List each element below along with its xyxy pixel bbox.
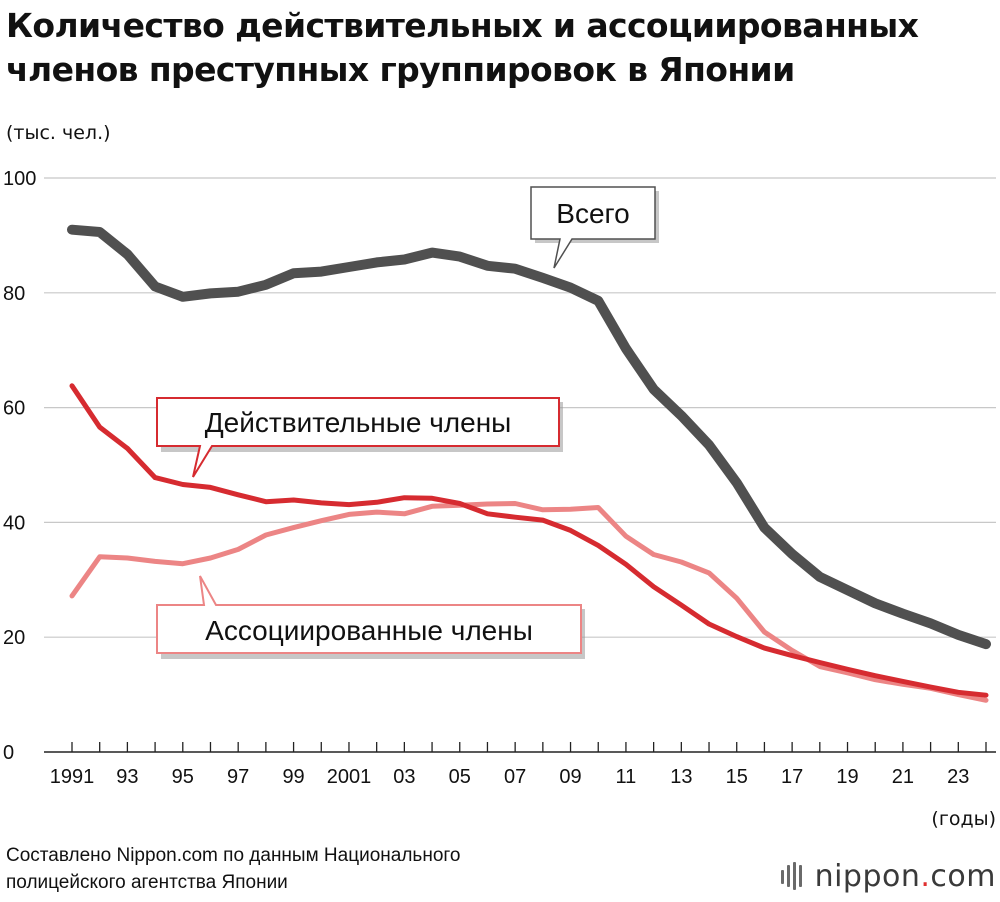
series-lines: [67, 224, 991, 703]
chart-title: Количество действительных и ассоциирован…: [6, 4, 996, 92]
x-tick-label: 93: [116, 766, 138, 788]
x-tick-label: 11: [616, 766, 637, 788]
series-line-total: [67, 224, 991, 650]
y-tick-label: 100: [3, 168, 36, 190]
x-axis-label: (годы): [931, 808, 996, 830]
logo-dot: .: [920, 858, 931, 894]
callout-associate: Ассоциированные члены: [156, 575, 585, 659]
x-tick-label: 17: [781, 766, 803, 788]
x-tick-label: 95: [172, 766, 194, 788]
grid-lines: [44, 177, 996, 753]
y-axis-label: (тыс. чел.): [6, 122, 111, 144]
x-tick-label: 23: [947, 766, 969, 788]
chart-title-line-2: членов преступных группировок в Японии: [6, 50, 795, 89]
nippon-logo-mark-icon: [779, 862, 807, 890]
x-tick-label: 99: [282, 766, 304, 788]
x-tick-label: 15: [726, 766, 748, 788]
x-tick-label: 97: [227, 766, 249, 788]
x-tick-label: 05: [449, 766, 471, 788]
callout-total: Всего: [530, 186, 659, 269]
callout-regular-box: [156, 397, 560, 478]
nippon-logo: nippon. com: [779, 856, 996, 896]
callout-associate-label: Ассоциированные члены: [205, 615, 533, 646]
x-tick-label: 09: [559, 766, 581, 788]
x-tick-label: 21: [892, 766, 914, 788]
callout-regular: Действительные члены: [156, 397, 563, 478]
x-tick-label: 2001: [327, 766, 372, 788]
callout-regular-label: Действительные члены: [205, 407, 512, 438]
source-line-1: Составлено Nippon.com по данным Национал…: [6, 845, 461, 866]
x-tick-label: 07: [504, 766, 526, 788]
logo-word: nippon: [814, 858, 921, 894]
y-tick-label: 20: [3, 627, 25, 649]
y-tick-label: 80: [3, 283, 25, 305]
callout-total-box: [530, 186, 656, 269]
series-line-associate: [69, 501, 989, 703]
y-tick-labels: 0 20 40 60 80 100: [3, 168, 36, 764]
x-tick-label: 19: [836, 766, 858, 788]
y-tick-label: 40: [3, 512, 25, 534]
series-line-regular: [69, 383, 989, 698]
x-tick-label: 03: [393, 766, 415, 788]
source-line-2: полицейского агентства Японии: [6, 872, 288, 893]
x-tick-label: 1991: [50, 766, 95, 788]
y-tick-label: 60: [3, 398, 25, 420]
x-ticks: 1991 93 95 97 99 2001 03 05 07 09 11 13 15 17 19 21 23: [50, 742, 987, 788]
y-tick-label: 0: [3, 742, 14, 764]
source-note: Составлено Nippon.com по данным Национал…: [6, 842, 460, 896]
callout-total-label: Всего: [556, 198, 629, 229]
callout-associate-box: [156, 575, 582, 654]
x-tick-label: 13: [670, 766, 692, 788]
chart-title-line-1: Количество действительных и ассоциирован…: [6, 6, 919, 45]
logo-tld: com: [930, 858, 996, 894]
